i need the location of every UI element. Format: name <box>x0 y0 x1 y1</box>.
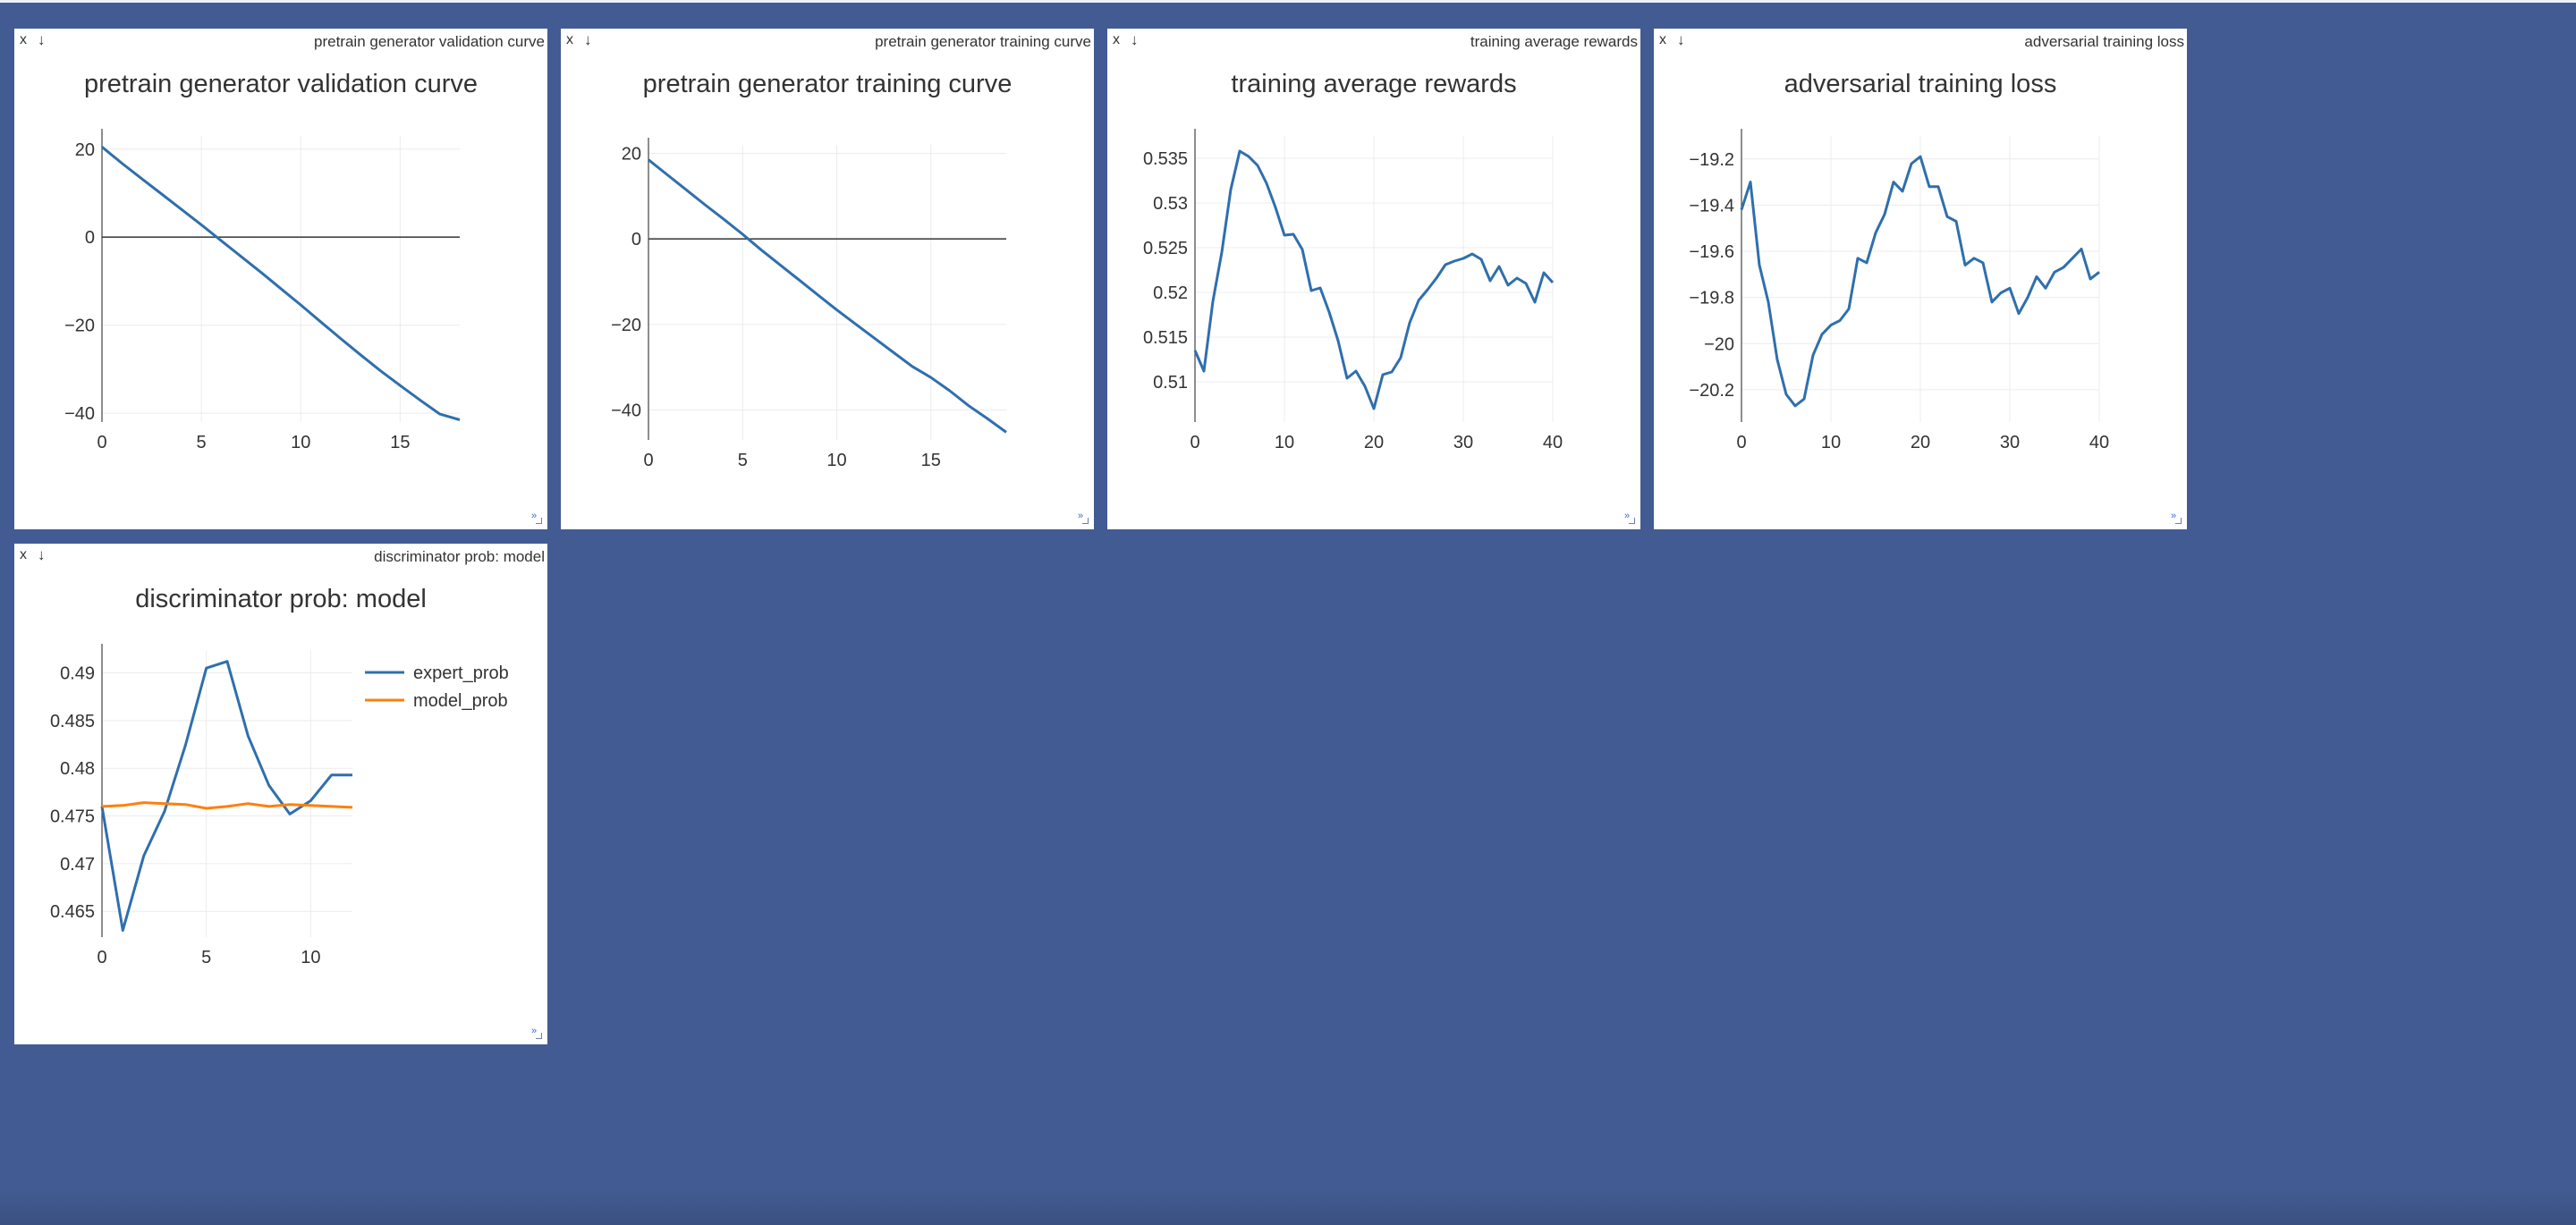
pane-average-rewards: training average rewards 0 10 20 30 40 0.535 0.… <box>1107 29 1640 529</box>
x-tick-label: 5 <box>197 433 207 452</box>
chart: adversarial training loss 0 10 20 30 40 −19.2 −… <box>1689 70 2109 452</box>
y-tick-label: 0.53 <box>1153 194 1188 214</box>
y-tick-label: −19.6 <box>1689 242 1734 262</box>
y-tick-label: 20 <box>75 140 95 160</box>
close-icon[interactable]: x <box>566 32 573 47</box>
y-tick-label: −40 <box>611 401 641 421</box>
legend-label-model_prob: model_prob <box>413 691 508 711</box>
close-icon[interactable]: x <box>20 547 27 562</box>
y-tick-label: 0.535 <box>1143 149 1188 169</box>
pane-header[interactable]: x ↓ pretrain generator training curve <box>561 29 1094 54</box>
chart: discriminator prob: model 0 5 10 0.49 0.485 0.… <box>50 585 509 967</box>
download-icon[interactable]: ↓ <box>38 31 46 48</box>
x-tick-label: 15 <box>390 433 410 452</box>
x-tick-label: 30 <box>1453 433 1473 452</box>
x-tick-label: 0 <box>97 948 106 967</box>
resize-icon[interactable]: » <box>1078 511 1089 524</box>
series-line-model_prob <box>101 801 353 810</box>
chart: training average rewards 0 10 20 30 40 0.535 0.… <box>1143 70 1563 452</box>
y-tick-label: −20 <box>1704 334 1734 354</box>
y-tick-label: 20 <box>622 145 641 165</box>
pane-validation-curve: pretrain generator validation curve 0 5 10 1… <box>14 29 547 529</box>
x-tick-label: 30 <box>2000 433 2020 452</box>
window-title: pretrain generator validation curve <box>314 33 545 50</box>
download-icon[interactable]: ↓ <box>38 546 46 563</box>
window-title: pretrain generator training curve <box>875 33 1091 50</box>
series-line <box>1740 155 2100 408</box>
x-tick-label: 10 <box>291 433 310 452</box>
resize-icon[interactable]: » <box>1624 511 1635 524</box>
y-tick-label: −19.8 <box>1689 289 1734 308</box>
y-tick-label: −20.2 <box>1689 381 1734 401</box>
legend-label-expert_prob: expert_prob <box>413 663 509 683</box>
pane-discriminator-prob: discriminator prob: model 0 5 10 0.49 0.485 0.… <box>14 544 547 1044</box>
chart-title: training average rewards <box>1231 70 1516 98</box>
series-line <box>1193 149 1555 410</box>
y-tick-label: −19.4 <box>1689 196 1734 215</box>
pane-adversarial-loss: adversarial training loss 0 10 20 30 40 −19.2 −… <box>1654 29 2187 529</box>
x-tick-label: 5 <box>738 451 748 470</box>
window-title: discriminator prob: model <box>374 548 545 565</box>
y-tick-label: 0.475 <box>50 807 95 827</box>
pane-header[interactable]: x ↓ pretrain generator validation curve <box>14 29 547 54</box>
download-icon[interactable]: ↓ <box>1677 31 1685 48</box>
series-line <box>101 146 461 421</box>
download-icon[interactable]: ↓ <box>584 31 592 48</box>
chart-title: pretrain generator validation curve <box>84 70 478 98</box>
chart: pretrain generator validation curve 0 5 10 1… <box>64 70 478 452</box>
chart-title: discriminator prob: model <box>135 585 427 613</box>
x-tick-label: 10 <box>1821 433 1841 452</box>
x-tick-label: 15 <box>921 451 941 470</box>
y-tick-label: 0 <box>631 230 641 249</box>
x-tick-label: 40 <box>2089 433 2109 452</box>
resize-icon[interactable]: » <box>531 511 542 524</box>
pane-header[interactable]: x ↓ training average rewards <box>1107 29 1640 54</box>
y-tick-label: −40 <box>64 404 95 424</box>
x-tick-label: 0 <box>1736 433 1746 452</box>
x-tick-label: 10 <box>301 948 320 967</box>
chart: pretrain generator training curve 0 5 10 15 2… <box>611 70 1013 470</box>
y-tick-label: 0.47 <box>60 855 95 874</box>
series-line-expert_prob <box>100 660 352 932</box>
y-tick-label: 0.52 <box>1153 283 1188 303</box>
x-tick-label: 20 <box>1364 433 1384 452</box>
y-tick-label: 0.465 <box>50 902 95 922</box>
x-tick-label: 0 <box>97 433 106 452</box>
x-tick-label: 10 <box>826 451 846 470</box>
y-tick-label: 0 <box>85 228 95 248</box>
x-tick-label: 0 <box>1190 433 1199 452</box>
y-tick-label: 0.515 <box>1143 328 1188 348</box>
x-tick-label: 20 <box>1911 433 1930 452</box>
x-tick-label: 5 <box>201 948 211 967</box>
close-icon[interactable]: x <box>20 32 27 47</box>
pane-header[interactable]: x ↓ discriminator prob: model <box>14 544 547 569</box>
x-tick-label: 10 <box>1275 433 1294 452</box>
pane-training-curve: pretrain generator training curve 0 5 10 15 2… <box>561 29 1094 529</box>
y-tick-label: 0.485 <box>50 712 95 731</box>
chart-title: pretrain generator training curve <box>643 70 1013 98</box>
y-tick-label: −20 <box>611 316 641 335</box>
resize-icon[interactable]: » <box>531 1026 542 1039</box>
chart-title: adversarial training loss <box>1784 70 2057 98</box>
pane-header[interactable]: x ↓ adversarial training loss <box>1654 29 2187 54</box>
x-tick-label: 40 <box>1543 433 1563 452</box>
y-tick-label: −20 <box>64 317 95 336</box>
window-title: adversarial training loss <box>2024 33 2184 50</box>
close-icon[interactable]: x <box>1113 32 1120 47</box>
y-tick-label: −19.2 <box>1689 150 1734 170</box>
y-tick-label: 0.51 <box>1153 373 1188 393</box>
top-border <box>0 0 2576 3</box>
resize-icon[interactable]: » <box>2171 511 2182 524</box>
y-tick-label: 0.48 <box>60 759 95 779</box>
y-tick-label: 0.49 <box>60 664 95 684</box>
download-icon[interactable]: ↓ <box>1131 31 1139 48</box>
series-line <box>648 158 1007 434</box>
y-tick-label: 0.525 <box>1143 239 1188 258</box>
x-tick-label: 0 <box>643 451 653 470</box>
window-title: training average rewards <box>1470 33 1638 50</box>
close-icon[interactable]: x <box>1659 32 1666 47</box>
bottom-shade <box>0 1189 2576 1225</box>
